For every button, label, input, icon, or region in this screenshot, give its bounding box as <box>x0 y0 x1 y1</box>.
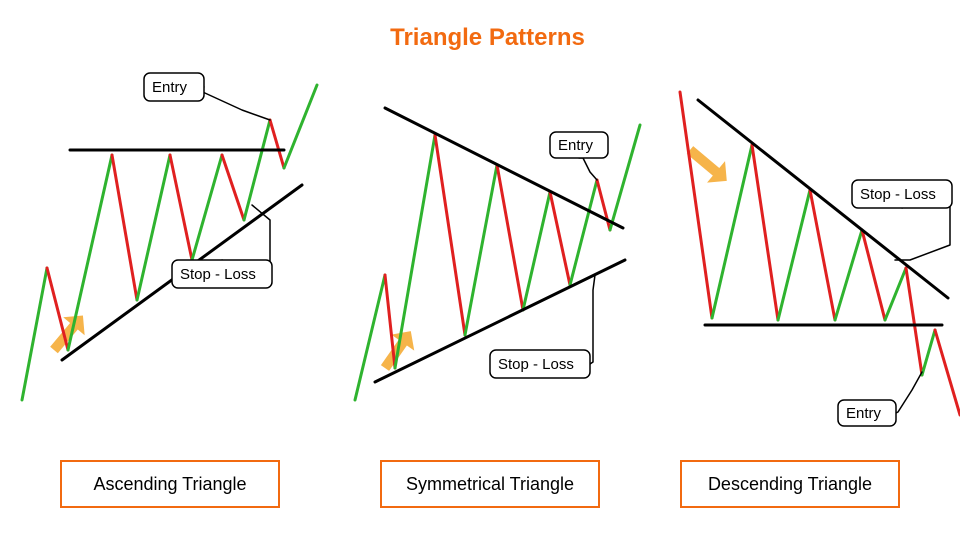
price-segment <box>112 155 137 300</box>
callout-leader <box>896 372 922 413</box>
price-segment <box>435 135 465 335</box>
callout-label: Stop - Loss <box>860 186 936 203</box>
callout-leader <box>194 87 270 120</box>
price-segment <box>550 192 570 285</box>
triangle-panel-descending: Stop - Loss Entry <box>650 70 960 430</box>
price-segment <box>570 180 597 285</box>
price-segment <box>68 155 112 350</box>
price-segment <box>170 155 192 260</box>
price-segment <box>395 135 435 368</box>
chart-symmetrical: Entry Stop - Loss <box>335 70 645 430</box>
callout-label: Stop - Loss <box>180 266 256 283</box>
callout-label: Entry <box>846 405 882 422</box>
price-segment <box>284 85 317 168</box>
triangle-panel-ascending: Entry Stop - Loss <box>12 70 322 430</box>
callout-label: Entry <box>152 79 188 96</box>
price-segment <box>810 190 835 320</box>
chart-ascending: Entry Stop - Loss <box>12 70 322 430</box>
callout-leader <box>579 158 597 180</box>
caption-descending: Descending Triangle <box>680 460 900 508</box>
price-segment <box>523 192 550 310</box>
price-segment <box>752 145 778 320</box>
price-segment <box>192 155 222 260</box>
price-segment <box>222 155 244 220</box>
price-segment <box>680 92 712 318</box>
price-segment <box>935 330 960 415</box>
triangle-panel-symmetrical: Entry Stop - Loss <box>335 70 645 430</box>
callout-leader <box>590 275 595 364</box>
caption-symmetrical: Symmetrical Triangle <box>380 460 600 508</box>
callout-label: Stop - Loss <box>498 356 574 373</box>
price-segment <box>355 275 385 400</box>
price-segment <box>906 268 922 375</box>
price-segment <box>610 125 640 230</box>
price-segment <box>270 120 284 168</box>
price-segment <box>22 268 47 400</box>
price-segment <box>137 155 170 300</box>
price-segment <box>778 190 810 320</box>
price-segment <box>922 330 935 375</box>
price-segment <box>244 120 270 220</box>
chart-descending: Stop - Loss Entry <box>650 70 960 430</box>
price-segment <box>465 165 497 335</box>
price-segment <box>885 268 906 320</box>
page-title: Triangle Patterns <box>0 24 975 52</box>
price-segment <box>835 230 862 320</box>
price-segment <box>497 165 523 310</box>
price-segment <box>597 180 610 230</box>
price-segment <box>47 268 68 350</box>
caption-ascending: Ascending Triangle <box>60 460 280 508</box>
callout-label: Entry <box>558 137 594 154</box>
